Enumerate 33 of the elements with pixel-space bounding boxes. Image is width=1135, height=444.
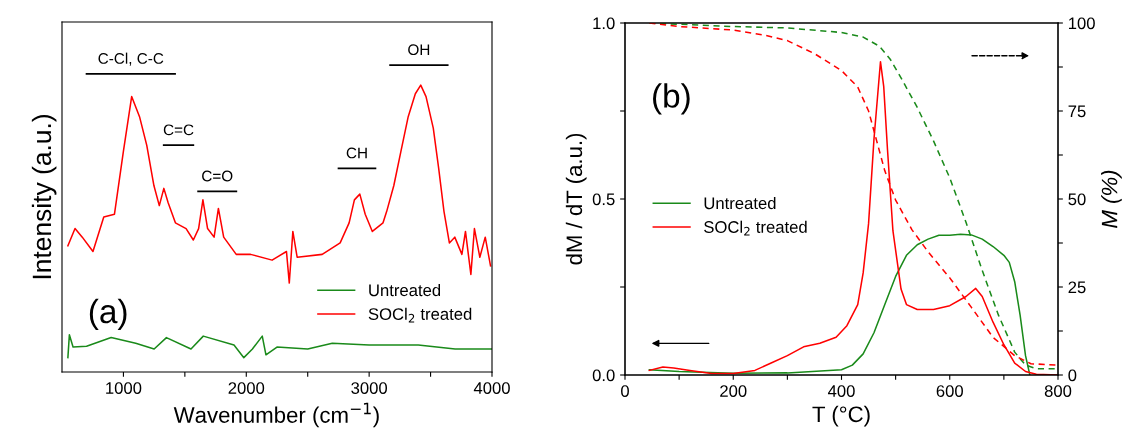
x-tick-label: 800	[1044, 385, 1072, 397]
y2-tick-label: 0	[1068, 369, 1077, 382]
y2-axis-title: M (%)	[1101, 170, 1122, 228]
y-tick-label: 0.0	[592, 369, 615, 382]
x-tick-label: 0	[621, 385, 629, 397]
y2-tick-label: 75	[1068, 105, 1086, 118]
x-tick-label: 2000	[228, 382, 265, 394]
y2-tick-label: 50	[1068, 193, 1086, 206]
annotation: C=O	[202, 170, 233, 182]
x-axis-title: Wavenumber (cm$^{−1}$)	[173, 402, 379, 428]
annotation: C=C	[163, 124, 194, 136]
y-axis-title: Intensity (a.u.)	[31, 115, 57, 279]
x-tick-label: 200	[720, 385, 747, 397]
x-tick-label: 3000	[351, 382, 388, 394]
y2-tick-label: 25	[1068, 281, 1086, 294]
y-tick-label: 0.5	[592, 193, 615, 206]
annotation: CH	[346, 147, 367, 159]
x-tick-label: 4000	[473, 382, 510, 394]
y2-tick-label: 100	[1068, 17, 1095, 30]
y-tick-label: 1.0	[593, 17, 615, 30]
annotation: (a)	[89, 298, 127, 330]
x-tick-label: 400	[827, 385, 855, 397]
text: OH	[408, 44, 430, 56]
text: C-Cl, C-C	[98, 52, 164, 66]
x-axis-title: T (°C)	[812, 405, 870, 427]
legend-label: Untreated	[704, 196, 776, 210]
legend-label: SOCl$_{2}$ treated	[704, 220, 807, 236]
x-tick-label: 1000	[106, 382, 142, 394]
annotation: (b)	[653, 83, 690, 115]
y-axis-title: dM / dT (a.u.)	[565, 133, 587, 265]
x-tick-label: 600	[936, 385, 963, 397]
legend-label: SOCl$_{2}$ treated	[368, 307, 472, 323]
legend-label: Untreated	[369, 283, 441, 297]
